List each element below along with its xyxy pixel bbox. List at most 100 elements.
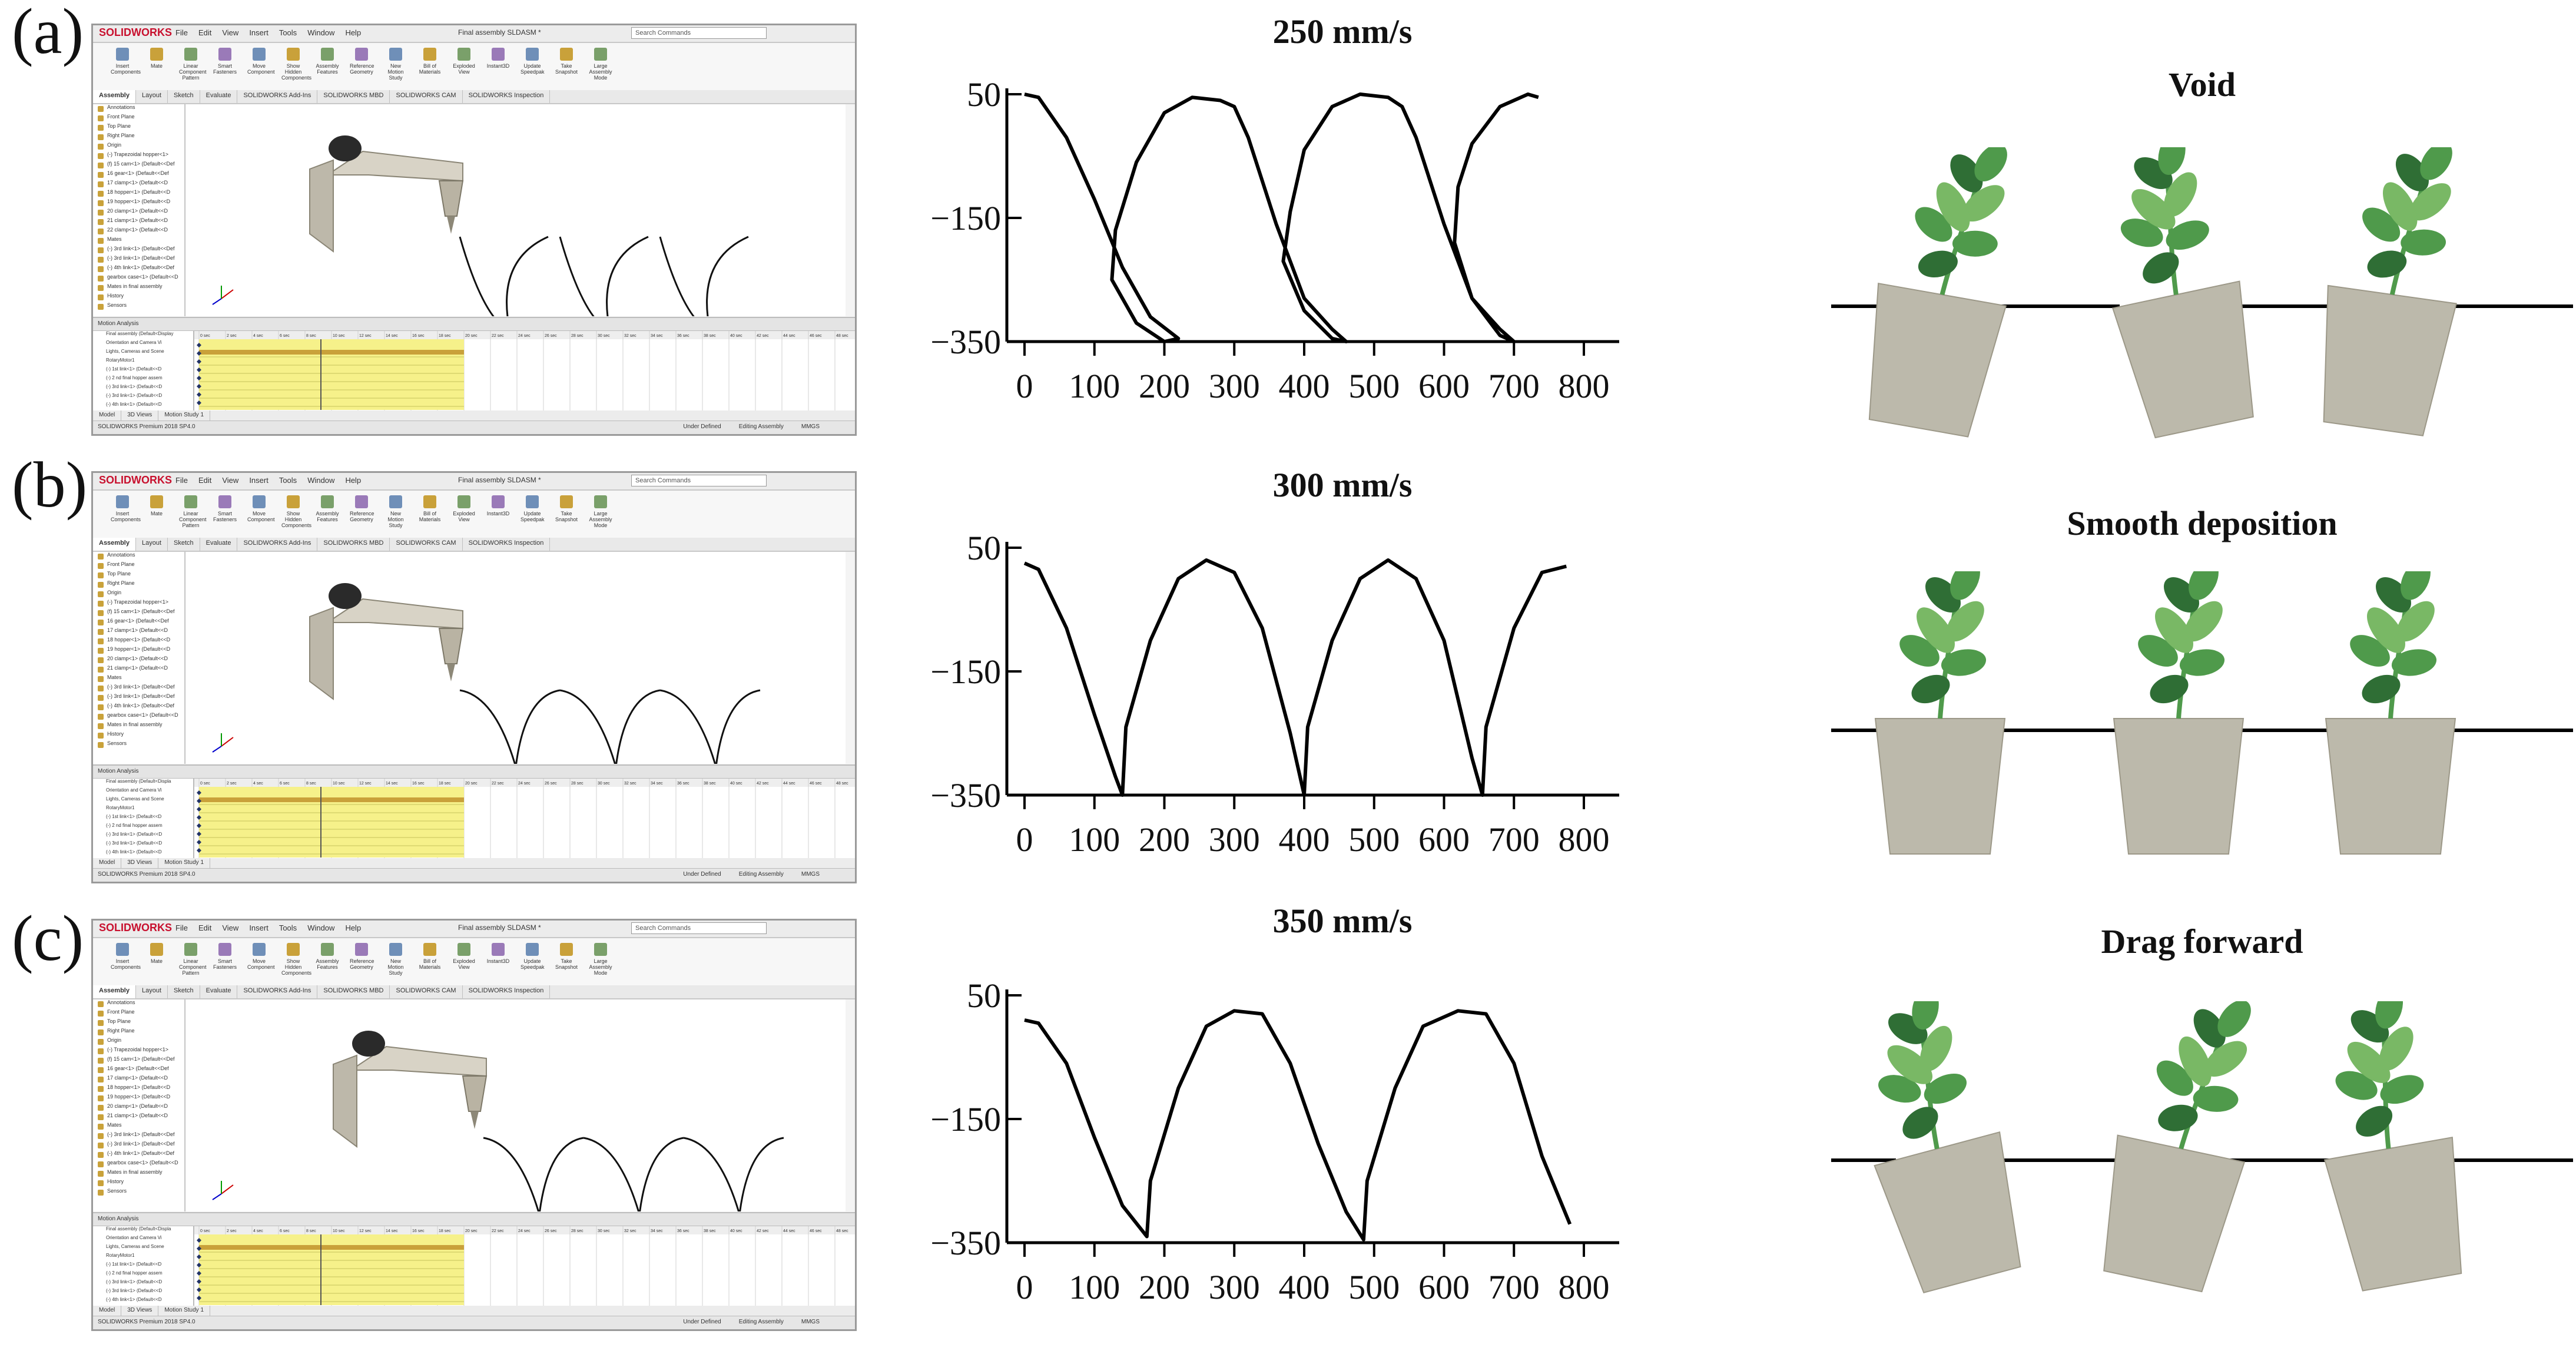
- keyframe-marker[interactable]: [197, 790, 201, 795]
- motion-tree-item[interactable]: (-) 3rd link<1> (Default<<D: [106, 393, 163, 398]
- tree-item[interactable]: 20 clamp<1> (Default<<D: [93, 1103, 184, 1113]
- ribbon-button[interactable]: Instant3D: [486, 48, 510, 69]
- tree-item[interactable]: Annotations: [93, 552, 184, 561]
- keyframe-marker[interactable]: [197, 1246, 201, 1251]
- keyframe-marker[interactable]: [197, 384, 201, 389]
- tree-item[interactable]: 20 clamp<1> (Default<<D: [93, 208, 184, 217]
- ribbon-button[interactable]: New Motion Study: [384, 495, 407, 528]
- ribbon-button[interactable]: Instant3D: [486, 495, 510, 517]
- ribbon-button[interactable]: Large Assembly Mode: [589, 48, 612, 81]
- tree-item[interactable]: Right Plane: [93, 1028, 184, 1037]
- ribbon-button[interactable]: Insert Components: [111, 495, 141, 522]
- tree-item[interactable]: (-) 3rd link<1> (Default<<Def: [93, 1131, 184, 1141]
- ribbon-button[interactable]: Update Speedpak: [520, 495, 545, 522]
- keyframe-marker[interactable]: [197, 351, 201, 356]
- graphics-viewport[interactable]: [186, 104, 846, 333]
- keyframe-marker[interactable]: [197, 823, 201, 828]
- tab-solidworks-add-ins[interactable]: SOLIDWORKS Add-Ins: [237, 538, 318, 551]
- keyframe-marker[interactable]: [197, 1254, 201, 1259]
- menu-item-insert[interactable]: Insert: [249, 476, 268, 485]
- tree-item[interactable]: 17 clamp<1> (Default<<D: [93, 1075, 184, 1084]
- ribbon-button[interactable]: Mate: [145, 495, 168, 517]
- motion-tree-item[interactable]: (-) 1st link<1> (Default<<D: [106, 366, 162, 372]
- ribbon-button[interactable]: Linear Component Pattern: [179, 495, 207, 528]
- menu-item-insert[interactable]: Insert: [249, 923, 268, 932]
- tree-item[interactable]: 17 clamp<1> (Default<<D: [93, 180, 184, 189]
- tree-item[interactable]: 18 hopper<1> (Default<<D: [93, 189, 184, 198]
- ribbon-button[interactable]: Reference Geometry: [350, 495, 374, 522]
- keyframe-marker[interactable]: [197, 343, 201, 347]
- tree-item[interactable]: Front Plane: [93, 114, 184, 123]
- keyframe-marker[interactable]: [197, 400, 201, 405]
- motion-study-type-select[interactable]: Motion Analysis: [93, 766, 855, 779]
- ribbon-button[interactable]: Large Assembly Mode: [589, 943, 612, 976]
- tree-item[interactable]: Mates: [93, 1122, 184, 1131]
- motion-tree-item[interactable]: (-) 2 nd final hopper assem: [106, 823, 163, 828]
- tree-item[interactable]: Sensors: [93, 740, 184, 750]
- tree-item[interactable]: History: [93, 731, 184, 740]
- tab-solidworks-inspection[interactable]: SOLIDWORKS Inspection: [463, 538, 551, 551]
- ribbon-button[interactable]: Smart Fasteners: [213, 943, 237, 970]
- tree-item[interactable]: Mates in final assembly: [93, 1169, 184, 1178]
- tab-solidworks-cam[interactable]: SOLIDWORKS CAM: [390, 985, 463, 998]
- ribbon-button[interactable]: Move Component: [247, 48, 275, 75]
- tree-item[interactable]: (-) 3rd link<1> (Default<<Def: [93, 693, 184, 703]
- tree-item[interactable]: Origin: [93, 1037, 184, 1047]
- motion-tree-item[interactable]: (-) 3rd link<1> (Default<<D: [106, 1288, 163, 1293]
- tree-item[interactable]: 16 gear<1> (Default<<Def: [93, 1065, 184, 1075]
- keyframe-marker[interactable]: [197, 807, 201, 812]
- motion-tree-item[interactable]: (-) 1st link<1> (Default<<D: [106, 814, 162, 819]
- tab-layout[interactable]: Layout: [136, 985, 168, 998]
- ribbon-button[interactable]: Take Snapshot: [555, 943, 578, 970]
- tree-item[interactable]: Annotations: [93, 104, 184, 114]
- tree-item[interactable]: 19 hopper<1> (Default<<D: [93, 198, 184, 208]
- tree-item[interactable]: (-) Trapezoidal hopper<1>: [93, 1047, 184, 1056]
- keyframe-marker[interactable]: [197, 815, 201, 820]
- motion-tree-item[interactable]: (-) 3rd link<1> (Default<<D: [106, 832, 163, 837]
- ribbon-button[interactable]: Large Assembly Mode: [589, 495, 612, 528]
- tab-assembly[interactable]: Assembly: [93, 90, 136, 103]
- keyframe-marker[interactable]: [197, 799, 201, 803]
- ribbon-button[interactable]: Insert Components: [111, 943, 141, 970]
- motion-study-type-select[interactable]: Motion Analysis: [93, 1213, 855, 1226]
- bottom-tab-model[interactable]: Model: [93, 410, 122, 421]
- tree-item[interactable]: 21 clamp<1> (Default<<D: [93, 1113, 184, 1122]
- search-commands-input[interactable]: Search Commands: [631, 922, 767, 934]
- ribbon-button[interactable]: Exploded View: [452, 495, 476, 522]
- ribbon-button[interactable]: Update Speedpak: [520, 943, 545, 970]
- ribbon-button[interactable]: Linear Component Pattern: [179, 943, 207, 976]
- ribbon-button[interactable]: Take Snapshot: [555, 48, 578, 75]
- tree-item[interactable]: Sensors: [93, 302, 184, 312]
- menu-item-help[interactable]: Help: [345, 28, 362, 37]
- tab-evaluate[interactable]: Evaluate: [200, 985, 238, 998]
- motion-tree-item[interactable]: Final assembly (Default<Display: [106, 331, 174, 336]
- ribbon-button[interactable]: Mate: [145, 48, 168, 69]
- tab-solidworks-add-ins[interactable]: SOLIDWORKS Add-Ins: [237, 90, 318, 103]
- motion-tree-item[interactable]: (-) 3rd link<1> (Default<<D: [106, 840, 163, 846]
- ribbon-button[interactable]: Move Component: [247, 495, 275, 522]
- motion-tree-item[interactable]: (-) 2 nd final hopper assem: [106, 375, 163, 380]
- motion-tree-item[interactable]: RotaryMotor1: [106, 805, 135, 810]
- graphics-viewport[interactable]: [186, 552, 846, 767]
- tree-item[interactable]: Front Plane: [93, 1009, 184, 1018]
- menu-item-file[interactable]: File: [175, 28, 188, 37]
- menu-item-edit[interactable]: Edit: [198, 923, 212, 932]
- motion-tree-item[interactable]: Orientation and Camera Vi: [106, 787, 162, 793]
- keyframe-marker[interactable]: [197, 392, 201, 397]
- keyframe-marker[interactable]: [197, 376, 201, 380]
- menu-item-help[interactable]: Help: [345, 923, 362, 932]
- search-commands-input[interactable]: Search Commands: [631, 475, 767, 486]
- ribbon-button[interactable]: Bill of Materials: [418, 495, 442, 522]
- tree-item[interactable]: 21 clamp<1> (Default<<D: [93, 217, 184, 227]
- tab-solidworks-mbd[interactable]: SOLIDWORKS MBD: [317, 90, 390, 103]
- ribbon-button[interactable]: New Motion Study: [384, 943, 407, 976]
- tree-item[interactable]: Top Plane: [93, 123, 184, 133]
- bottom-tab-3d-views[interactable]: 3D Views: [121, 410, 159, 421]
- tree-item[interactable]: Origin: [93, 142, 184, 151]
- tree-item[interactable]: (f) 15 cam<1> (Default<<Def: [93, 1056, 184, 1065]
- ribbon-button[interactable]: Show Hidden Components: [281, 943, 311, 976]
- keyframe-marker[interactable]: [197, 1287, 201, 1292]
- motion-tree-item[interactable]: (-) 1st link<1> (Default<<D: [106, 1262, 162, 1267]
- keyframe-marker[interactable]: [197, 1263, 201, 1267]
- tab-solidworks-cam[interactable]: SOLIDWORKS CAM: [390, 90, 463, 103]
